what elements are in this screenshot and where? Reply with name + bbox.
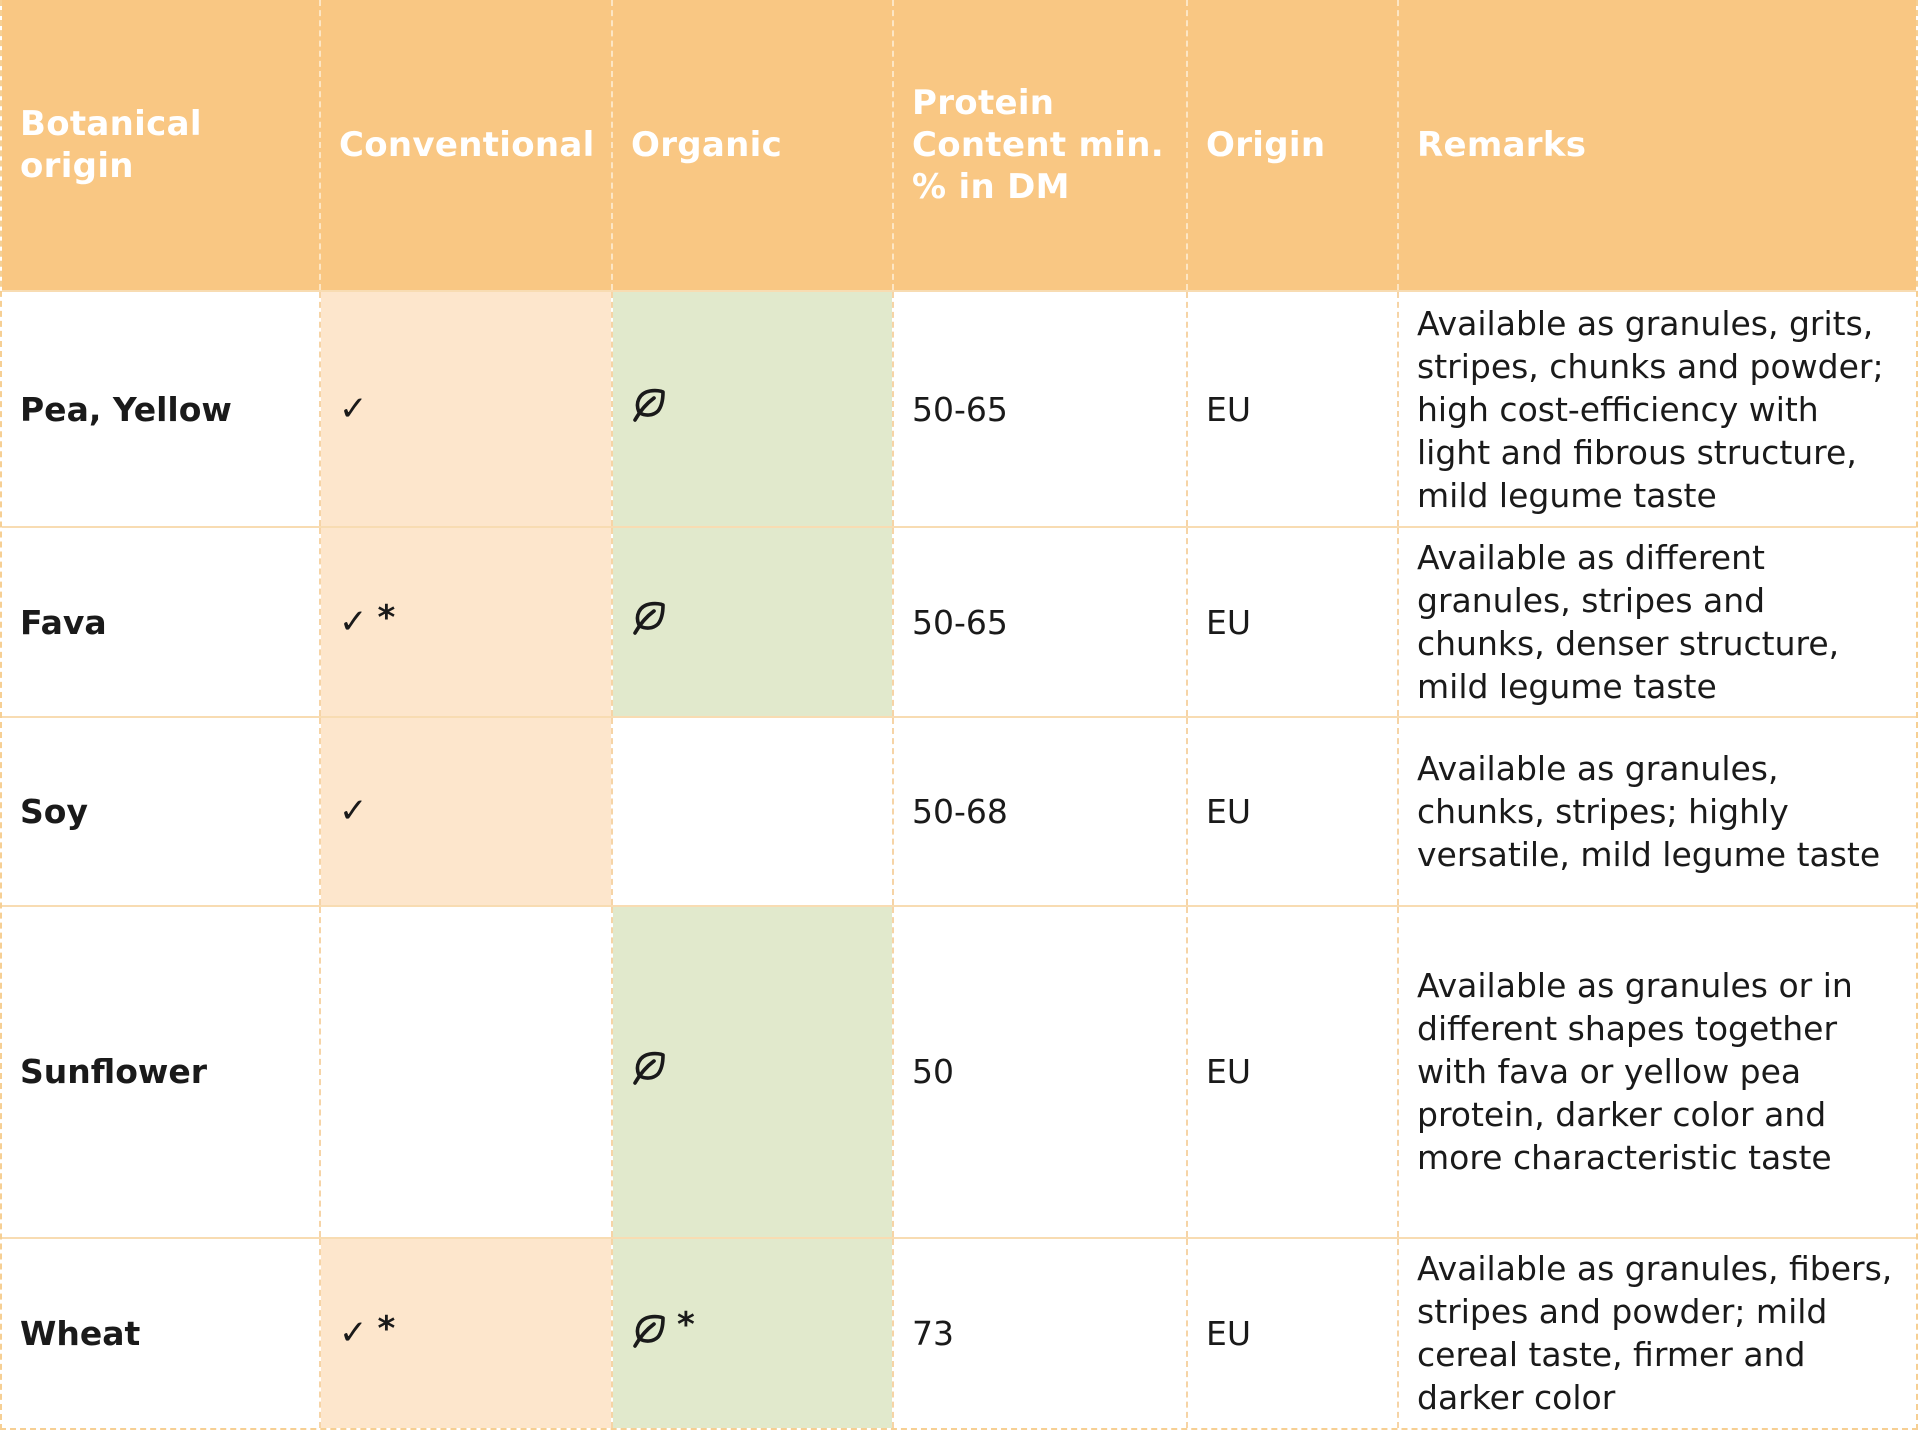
organic-cell [611, 289, 893, 528]
check-icon: ✓ [339, 602, 368, 643]
origin-cell: EU [1186, 715, 1398, 907]
conventional-mark: ✓ [339, 790, 368, 833]
leaf-icon [631, 598, 667, 636]
conventional-mark: ✓ * [339, 598, 395, 644]
botanical-origin-cell: Soy [2, 715, 320, 907]
origin-cell: EU [1186, 905, 1398, 1238]
conventional-mark: ✓ [339, 388, 368, 431]
origin-cell: EU [1186, 289, 1398, 528]
conventional-cell: ✓ [319, 289, 612, 528]
table-body: Pea, Yellow ✓ 50-65 EU Available as gran… [2, 289, 1916, 1428]
conventional-cell: ✓ [319, 715, 612, 907]
table-row: Soy ✓ 50-68 EU Available as granules, ch… [2, 715, 1916, 907]
leaf-icon [631, 385, 667, 423]
header-protein-content: Protein Content min. % in DM [892, 0, 1187, 291]
organic-mark [631, 1048, 667, 1086]
organic-cell [611, 715, 893, 907]
botanical-origin-cell: Wheat [2, 1236, 320, 1428]
conventional-mark: ✓ * [339, 1309, 395, 1355]
botanical-origin-cell: Pea, Yellow [2, 289, 320, 528]
header-row: Botanical origin Conventional Organic Pr… [2, 0, 1916, 291]
organic-cell [611, 526, 893, 717]
organic-cell [611, 905, 893, 1238]
remarks-cell: Available as granules or in different sh… [1397, 905, 1916, 1238]
table-row: Sunflower 50 EU Available as granules or… [2, 905, 1916, 1238]
origin-cell: EU [1186, 526, 1398, 717]
conventional-note: * [377, 598, 396, 639]
table-row: Fava ✓ * 50-65 EU Available as different … [2, 526, 1916, 717]
botanical-origin-cell: Sunflower [2, 905, 320, 1238]
check-icon: ✓ [339, 791, 368, 832]
organic-mark: * [631, 1305, 695, 1351]
table-row: Pea, Yellow ✓ 50-65 EU Available as gran… [2, 289, 1916, 528]
table-row: Wheat ✓ * * 73 EU Available as granules, … [2, 1236, 1916, 1428]
header-remarks: Remarks [1397, 0, 1916, 291]
organic-mark [631, 598, 667, 636]
leaf-icon [631, 1048, 667, 1086]
header-origin: Origin [1186, 0, 1398, 291]
remarks-cell: Available as granules, fibers, stripes a… [1397, 1236, 1916, 1428]
protein-content-cell: 50-65 [892, 526, 1187, 717]
conventional-note: * [377, 1309, 396, 1350]
conventional-cell [319, 905, 612, 1238]
leaf-icon [631, 1311, 667, 1349]
protein-content-cell: 50 [892, 905, 1187, 1238]
check-icon: ✓ [339, 389, 368, 430]
remarks-cell: Available as granules, grits, stripes, c… [1397, 289, 1916, 528]
protein-content-cell: 73 [892, 1236, 1187, 1428]
conventional-cell: ✓ * [319, 526, 612, 717]
botanical-origin-cell: Fava [2, 526, 320, 717]
organic-note: * [677, 1305, 695, 1346]
organic-cell: * [611, 1236, 893, 1428]
remarks-cell: Available as granules, chunks, stripes; … [1397, 715, 1916, 907]
protein-content-cell: 50-65 [892, 289, 1187, 528]
conventional-cell: ✓ * [319, 1236, 612, 1428]
header-organic: Organic [611, 0, 893, 291]
header-conventional: Conventional [319, 0, 612, 291]
check-icon: ✓ [339, 1313, 368, 1354]
organic-mark [631, 385, 667, 423]
protein-content-cell: 50-68 [892, 715, 1187, 907]
origin-cell: EU [1186, 1236, 1398, 1428]
header-botanical-origin: Botanical origin [2, 0, 320, 291]
remarks-cell: Available as different granules, stripes… [1397, 526, 1916, 717]
